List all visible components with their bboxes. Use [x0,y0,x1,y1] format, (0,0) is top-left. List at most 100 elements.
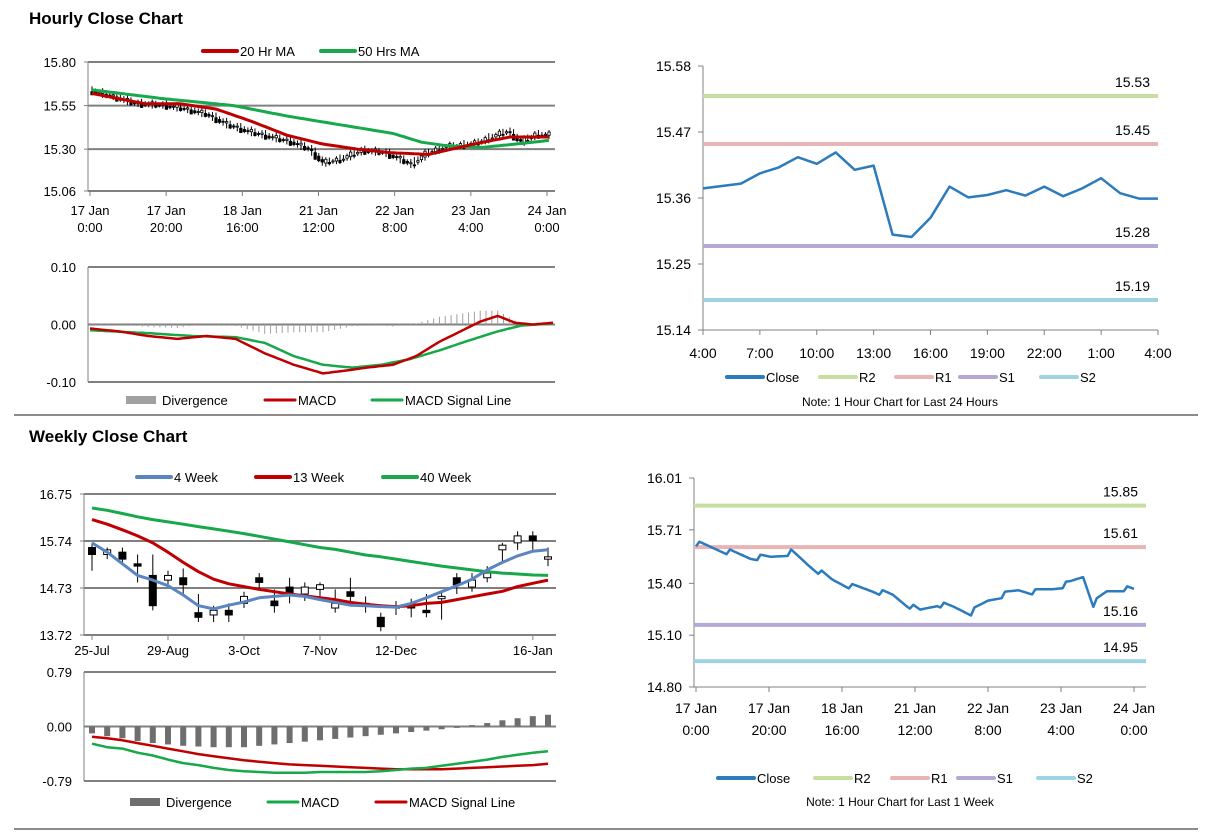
weekly-close-xtick-label-time: 20:00 [751,722,786,738]
hourly-close-level-s2-label: 15.19 [1115,278,1150,294]
hourly-candle-body [292,141,296,146]
hourly-candle-body [164,105,168,110]
weekly-candle-body [300,586,309,595]
weekly-candle-body [179,577,188,586]
hourly-candle-body [239,127,243,133]
weekly-candle-body [148,574,157,607]
hourly-candle-body [207,113,211,117]
weekly-close-legend-s1-label: S1 [997,771,1013,786]
weekly-divergence-bar [469,725,475,727]
hourly-candle-body [200,109,204,113]
hourly-legend-divergence-label: Divergence [162,393,228,408]
weekly-macd-panel: 0.79 0.00 -0.79 Divergence MACD MACD Signal L… [42,665,556,810]
hourly-xtick-label-time: 12:00 [302,220,335,235]
section-divider-bottom [14,828,1198,830]
hourly-close-xtick-label: 1:00 [1088,345,1115,361]
weekly-macd-ytick-label: 0.79 [47,665,72,680]
weekly_candles-ytick-label: 13.72 [39,628,72,643]
hourly_candles-ytick-label: 15.80 [43,55,76,70]
hourly-close-legend-s1-label: S1 [999,370,1015,385]
hourly-candle-body [310,148,314,151]
hourly-close-legend-r1-label: R1 [935,370,952,385]
hourly-candle-body [317,155,321,162]
hourly-xtick-label-date: 24 Jan [527,203,566,218]
weekly-13w-line [91,518,549,609]
hourly-close-level-s1-label: 15.28 [1115,224,1150,240]
weekly-close-xtick-label-time: 12:00 [897,722,932,738]
hourly_candles-ytick-label: 15.55 [43,99,76,114]
hourly-candle-body [519,139,523,142]
weekly-divergence-bar [149,726,156,744]
weekly-divergence-bar [104,726,111,737]
section-divider-top [14,414,1198,416]
weekly-divergence-bar [286,726,293,744]
hourly-candle-body [285,138,289,141]
weekly-close-level-s1-label: 15.16 [1103,603,1138,619]
weekly-close-ytick-label: 16.01 [647,470,682,486]
weekly-candle-body [316,584,324,590]
hourly-candle-body [419,155,424,161]
weekly-candle-body [483,572,492,579]
hourly-candle-body [508,131,512,134]
weekly-divergence-bar [499,720,506,727]
hourly-macd-panel: 0.10 0.00 -0.10 Divergence MACD MACD Signal L… [46,260,555,408]
hourly-close-xtick-label: 13:00 [856,345,891,361]
hourly-candle-body [387,153,392,159]
weekly-legend-divergence-swatch [130,798,160,806]
hourly-candle-body [320,159,324,163]
hourly-signal-line [89,322,554,369]
hourly_candles-ytick-label: 15.30 [43,142,76,157]
hourly-xtick-label-time: 0:00 [534,220,559,235]
hourly-close-ytick-label: 15.47 [656,124,691,140]
weekly-divergence-bar [241,726,247,748]
hourly-candle-body [327,162,331,165]
weekly-xtick-label: 3-Oct [228,643,260,658]
weekly-xtick-label: 25-Jul [74,643,110,658]
weekly-legend-divergence-label: Divergence [166,795,232,810]
hourly-candle-body [246,130,250,132]
hourly-candle-body [210,115,215,118]
weekly-divergence-bar [271,726,278,745]
weekly-divergence-bar [453,726,460,728]
weekly-divergence-bar [484,723,491,727]
hourly-candle-body [214,117,218,124]
hourly-macd-ytick-label: 0.10 [51,260,76,275]
weekly-divergence-bar [119,726,126,739]
weekly-divergence-bar [545,714,551,727]
weekly-candle-body [346,591,355,597]
weekly-divergence-bar [438,726,445,730]
weekly-candle-body [224,609,233,616]
hourly-close-xtick-label: 7:00 [746,345,773,361]
hourly-candle-body [412,164,416,167]
weekly-divergence-bar [210,726,217,748]
hourly-close-xtick-label: 22:00 [1027,345,1062,361]
weekly-close-ytick-label: 14.80 [647,679,682,695]
hourly-candle-body [196,111,200,113]
weekly-divergence-bar [165,726,171,745]
hourly-candle-body [547,131,551,136]
weekly-xtick-label: 16-Jan [513,643,553,658]
weekly-close-xtick-label-date: 18 Jan [821,700,863,716]
weekly-close-level-s2-label: 14.95 [1103,639,1138,655]
weekly-candle-body [133,563,142,567]
weekly-candle-body [118,551,127,560]
weekly-candle-body [437,595,446,600]
hourly-candle-body [398,156,402,159]
hourly-close-panel: 15.58 15.47 15.36 15.25 15.14 15.53 15.45 15.28… [656,58,1172,409]
weekly-divergence-bar [317,726,323,741]
weekly-macd-ytick-label: 0.00 [47,720,72,735]
weekly-close-legend-s2-label: S2 [1077,771,1093,786]
hourly-close-close-line [702,151,1158,239]
hourly-candle-body [111,94,115,97]
hourly-xtick-label-date: 17 Jan [70,203,109,218]
weekly-close-legend-r2-label: R2 [854,771,871,786]
weekly-divergence-bar [347,726,354,738]
weekly-close-legend-r1-label: R1 [931,771,948,786]
hourly-candle-body [228,124,232,129]
weekly-candle-body [88,547,96,555]
weekly-candle-body [376,616,385,628]
hourly-candle-body [306,147,310,150]
weekly-xtick-label: 7-Nov [303,643,338,658]
weekly-legend-macd-label: MACD [301,795,339,810]
